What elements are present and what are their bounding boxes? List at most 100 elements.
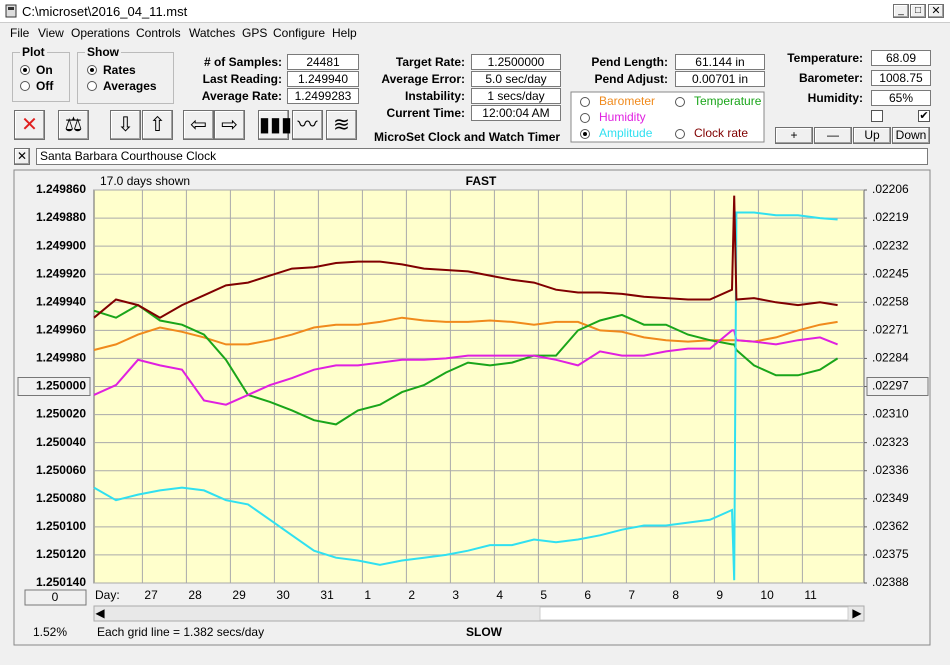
field-label: Average Rate: xyxy=(201,89,282,103)
y2-tick-label: .02310 xyxy=(872,407,909,421)
toolbar-waves-button[interactable]: ≋ xyxy=(326,110,357,140)
field-value: 1.2500000 xyxy=(471,54,561,70)
y2-tick-label: .02323 xyxy=(872,435,909,449)
toolbar-left-button[interactable]: ⇦ xyxy=(183,110,214,140)
legend-radio[interactable] xyxy=(580,113,590,123)
legend-label: Clock rate xyxy=(694,126,748,140)
menu-item[interactable]: View xyxy=(38,26,64,40)
x-tick-label: 6 xyxy=(584,588,591,602)
menu-item[interactable]: Controls xyxy=(136,26,181,40)
field-label: Pend Length: xyxy=(591,55,668,69)
control-button[interactable]: — xyxy=(814,127,852,144)
x-tick-label: 4 xyxy=(496,588,503,602)
radio-label: Averages xyxy=(103,79,157,93)
y2-tick-label: .02284 xyxy=(872,351,909,365)
x-tick-label: 10 xyxy=(760,588,774,602)
group-title: Plot xyxy=(20,45,47,59)
x-tick-label: 28 xyxy=(188,588,202,602)
scroll-button-box xyxy=(24,589,87,606)
legend-radio-dot xyxy=(583,132,587,136)
series-line xyxy=(93,316,838,351)
legend-label: Amplitude xyxy=(599,126,653,140)
toolbar-wave-button[interactable]: 〰 xyxy=(292,110,323,140)
menu-item[interactable]: GPS xyxy=(242,26,268,40)
series-line xyxy=(93,329,838,406)
y-tick-label: 1.250100 xyxy=(36,519,86,533)
y2-tick-label: .02349 xyxy=(872,491,909,505)
control-button[interactable]: Down xyxy=(892,127,930,144)
toolbar-right-button[interactable]: ⇨ xyxy=(214,110,245,140)
toolbar-bars-button[interactable]: ▮▮▮ xyxy=(258,110,292,140)
radio-button[interactable] xyxy=(20,65,30,75)
x-tick-label: 3 xyxy=(452,588,459,602)
field-label: # of Samples: xyxy=(203,55,282,69)
legend-radio[interactable] xyxy=(675,97,685,107)
group-title: Show xyxy=(85,45,121,59)
y-tick-label: 1.250080 xyxy=(36,491,86,505)
note-field[interactable]: Santa Barbara Courthouse Clock xyxy=(36,148,928,165)
window-title: C:\microset\2016_04_11.mst xyxy=(22,4,188,19)
field-value: 1008.75 xyxy=(871,70,931,86)
clear-note-button[interactable]: ✕ xyxy=(14,148,30,165)
menu-item[interactable]: Help xyxy=(332,26,357,40)
maximize-button[interactable]: □ xyxy=(910,4,926,18)
minimize-button[interactable]: _ xyxy=(893,4,909,18)
checkbox[interactable] xyxy=(871,110,883,122)
y2-tick-label: .02219 xyxy=(872,210,909,224)
scroll-value: 0 xyxy=(52,590,59,604)
y2-tick-label: .02388 xyxy=(872,575,909,589)
field-label: Pend Adjust: xyxy=(594,72,668,86)
y2-tick-label: .02258 xyxy=(872,294,909,308)
toolbar-down-button[interactable]: ⇩ xyxy=(110,110,141,140)
legend-label: Temperature xyxy=(694,94,762,108)
field-value: 65% xyxy=(871,90,931,106)
field-value: 24481 xyxy=(287,54,359,70)
menu-item[interactable]: Watches xyxy=(189,26,236,40)
radio-button[interactable] xyxy=(20,81,30,91)
x-tick-label: 1 xyxy=(364,588,371,602)
menu-item[interactable]: Configure xyxy=(273,26,326,40)
field-label: Barometer: xyxy=(798,71,863,85)
y-tick-label: 1.250020 xyxy=(36,407,86,421)
y2-tick-label: .02362 xyxy=(872,519,909,533)
y-tick-label: 1.250120 xyxy=(36,547,86,561)
field-label: Target Rate: xyxy=(395,55,465,69)
series-line xyxy=(93,195,838,319)
menu-item[interactable]: Operations xyxy=(71,26,130,40)
percent-label: 1.52% xyxy=(33,625,67,639)
control-button[interactable]: + xyxy=(775,127,813,144)
series-line xyxy=(93,211,838,581)
days-shown: 17.0 days shown xyxy=(100,174,190,188)
toolbar-balance-button[interactable]: ⚖ xyxy=(58,110,89,140)
field-label: Average Error: xyxy=(381,72,465,86)
control-button[interactable]: Up xyxy=(853,127,891,144)
y2-tick-label: .02271 xyxy=(872,323,909,337)
toolbar-up-button[interactable]: ⇧ xyxy=(142,110,173,140)
checkbox[interactable]: ✔ xyxy=(918,110,930,122)
grid-note: Each grid line = 1.382 secs/day xyxy=(97,625,264,639)
y2-tick-label: .02375 xyxy=(872,547,909,561)
radio-label: Off xyxy=(36,79,54,93)
y2-tick-label: .02297 xyxy=(872,379,909,393)
radio-button[interactable] xyxy=(87,65,97,75)
legend-radio[interactable] xyxy=(580,97,590,107)
x-tick-label: 27 xyxy=(144,588,158,602)
y-tick-label: 1.249940 xyxy=(36,294,86,308)
menu-item[interactable]: File xyxy=(10,26,30,40)
toolbar-clear-button[interactable]: ✕ xyxy=(14,110,45,140)
x-tick-label: 31 xyxy=(320,588,334,602)
x-tick-label: 30 xyxy=(276,588,290,602)
legend-label: Barometer xyxy=(599,94,655,108)
y-tick-label: 1.250140 xyxy=(36,575,86,589)
radio-button[interactable] xyxy=(87,81,97,91)
close-button[interactable]: ✕ xyxy=(928,4,944,18)
field-label: Instability: xyxy=(404,89,465,103)
y-tick-label: 1.249900 xyxy=(36,238,86,252)
y2-tick-label: .02232 xyxy=(872,238,909,252)
slow-label: SLOW xyxy=(466,625,503,639)
app-icon xyxy=(5,4,17,18)
y-tick-label: 1.249880 xyxy=(36,210,86,224)
legend-radio[interactable] xyxy=(675,129,685,139)
field-value: 12:00:04 AM xyxy=(471,105,561,121)
